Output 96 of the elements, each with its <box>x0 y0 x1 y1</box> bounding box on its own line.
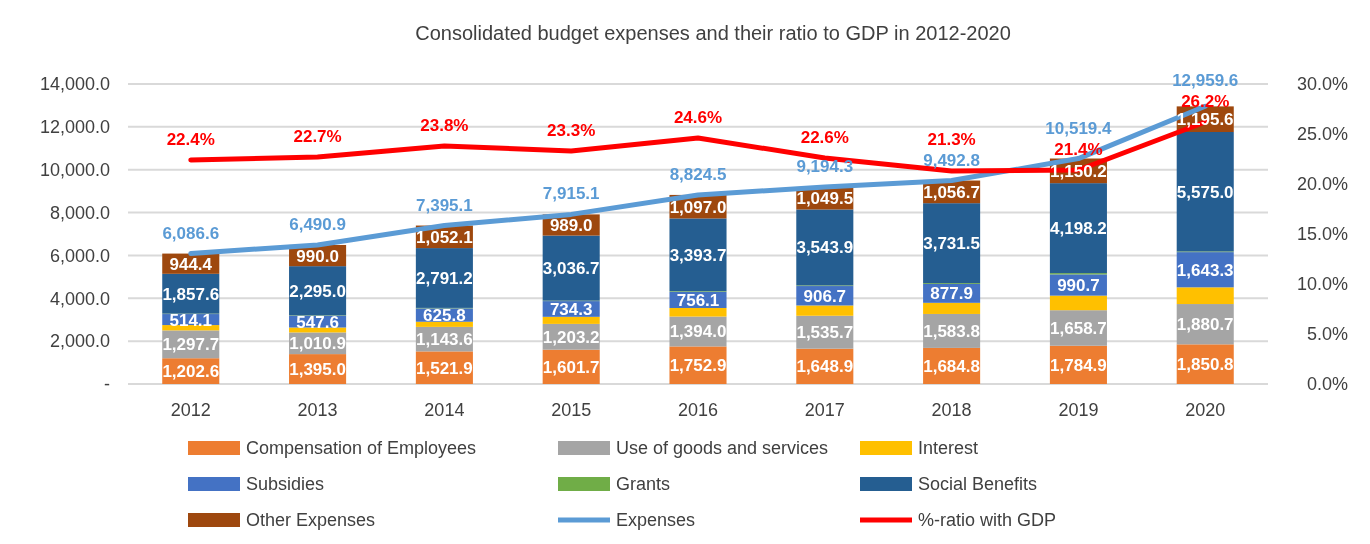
legend-label: Compensation of Employees <box>246 438 477 459</box>
data-label: 1,684.8 <box>923 356 980 376</box>
data-label: 734.3 <box>549 299 593 319</box>
y-tick-label: 14,000.0 <box>39 74 110 95</box>
data-label: 1,535.7 <box>796 323 854 343</box>
legend-label: Interest <box>918 438 979 459</box>
data-label: 9,492.8 <box>923 150 980 170</box>
data-label: 1,784.9 <box>1050 355 1107 375</box>
data-label: 1,143.6 <box>416 330 473 350</box>
data-label: 23.3% <box>547 121 596 140</box>
y-tick-label: 4,000.0 <box>49 288 110 309</box>
data-label: 6,490.9 <box>289 214 346 234</box>
data-label: 22.6% <box>800 128 849 147</box>
x-tick-label: 2016 <box>677 400 719 420</box>
data-label: 547.6 <box>296 312 339 332</box>
legend-label: Subsidies <box>246 474 325 495</box>
legend-label: %-ratio with GDP <box>918 510 1057 531</box>
data-label: 877.9 <box>930 284 973 304</box>
data-label: 9,194.3 <box>796 156 854 176</box>
data-label: 3,731.5 <box>923 234 980 254</box>
y2-tick-label: 10.0% <box>1296 274 1348 295</box>
data-label: 625.8 <box>423 305 466 325</box>
data-label: 990.0 <box>296 246 339 266</box>
data-label: 906.7 <box>803 286 847 306</box>
data-label: 5,575.0 <box>1176 182 1234 202</box>
data-label: 1,097.0 <box>669 197 727 217</box>
x-tick-label: 2012 <box>170 400 211 420</box>
data-label: 1,150.2 <box>1050 161 1107 181</box>
x-tick-label: 2020 <box>1185 400 1226 420</box>
data-label: 989.0 <box>549 215 593 235</box>
data-label: 1,880.7 <box>1176 315 1234 335</box>
y2-tick-label: 5.0% <box>1306 324 1348 345</box>
data-label: 22.4% <box>166 130 215 149</box>
y-tick-label: - <box>104 374 110 395</box>
data-label: 7,915.1 <box>542 184 600 204</box>
data-label: 2,295.0 <box>289 281 346 301</box>
data-label: 7,395.1 <box>416 195 473 215</box>
data-label: 1,394.0 <box>669 322 727 342</box>
data-label: 1,752.9 <box>669 356 727 376</box>
y2-tick-label: 15.0% <box>1296 224 1348 245</box>
data-label: 4,198.2 <box>1050 219 1107 239</box>
legend-label: Other Expenses <box>246 510 376 531</box>
x-tick-label: 2014 <box>424 400 465 420</box>
data-label: 990.7 <box>1057 275 1100 295</box>
data-label: 21.4% <box>1054 140 1103 159</box>
data-label: 10,519.4 <box>1045 119 1113 138</box>
data-label: 21.3% <box>927 129 976 149</box>
legend-label: Use of goods and services <box>616 438 829 459</box>
data-label: 1,395.0 <box>289 360 346 379</box>
data-label: 1,202.6 <box>162 362 220 382</box>
y-tick-label: 12,000.0 <box>39 117 110 138</box>
y-tick-label: 2,000.0 <box>49 331 110 352</box>
data-label: 3,543.9 <box>796 238 854 258</box>
data-label: 1,297.7 <box>162 335 220 355</box>
x-tick-label: 2018 <box>931 400 972 420</box>
legend-label: Expenses <box>616 510 696 531</box>
data-label: 944.4 <box>169 254 213 274</box>
y2-tick-label: 30.0% <box>1296 74 1348 95</box>
data-label: 1,658.7 <box>1050 318 1107 338</box>
data-label: 1,601.7 <box>542 357 600 377</box>
x-tick-label: 2019 <box>1058 400 1099 420</box>
data-label: 1,857.6 <box>162 284 220 304</box>
data-label: 1,056.7 <box>923 182 980 202</box>
data-label: 1,203.2 <box>542 327 600 347</box>
y2-tick-label: 25.0% <box>1296 124 1348 145</box>
data-label: 756.1 <box>676 290 720 310</box>
legend-label: Grants <box>616 474 671 495</box>
data-label: 12,959.6 <box>1172 71 1239 90</box>
data-label: 1,521.9 <box>416 358 473 378</box>
data-label: 1,643.3 <box>1176 260 1234 280</box>
data-label: 514.1 <box>169 310 213 330</box>
data-label: 1,052.1 <box>416 227 473 247</box>
data-label: 1,010.9 <box>289 334 346 354</box>
data-label: 22.7% <box>293 127 342 146</box>
data-label: 1,195.6 <box>1176 110 1234 130</box>
data-label: 2,791.2 <box>416 268 473 288</box>
x-tick-label: 2017 <box>804 400 845 420</box>
data-label: 3,036.7 <box>542 259 600 279</box>
y-tick-label: 6,000.0 <box>49 245 110 266</box>
data-label: 3,393.7 <box>669 245 727 265</box>
data-label: 23.8% <box>420 116 469 135</box>
data-label: 1,850.8 <box>1176 355 1234 375</box>
legend-label: Social Benefits <box>918 474 1038 495</box>
y2-tick-label: 20.0% <box>1296 174 1348 195</box>
x-tick-label: 2015 <box>551 400 592 420</box>
chart-title: Consolidated budget expenses and their ratio to GDP in 2012-2020 <box>415 22 1011 44</box>
y-tick-label: 10,000.0 <box>39 160 110 181</box>
data-label: 1,583.8 <box>923 321 980 341</box>
y2-tick-label: 0.0% <box>1306 374 1348 395</box>
data-label: 24.6% <box>673 108 723 127</box>
data-label: 6,086.6 <box>162 223 220 243</box>
data-label: 1,648.9 <box>796 357 854 377</box>
x-tick-label: 2013 <box>297 400 338 420</box>
data-label: 8,824.5 <box>669 164 727 184</box>
y-tick-label: 8,000.0 <box>49 202 110 223</box>
data-label: 1,049.5 <box>796 189 854 209</box>
